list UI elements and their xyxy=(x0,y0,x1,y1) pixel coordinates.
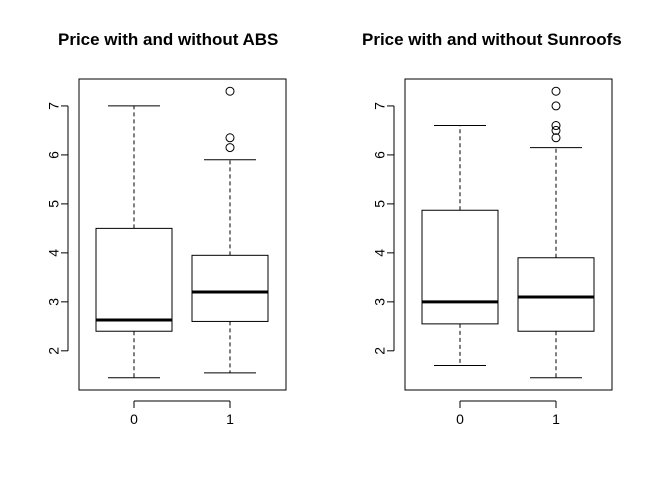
abs-box-1-outlier-0 xyxy=(225,143,235,153)
sunroofs-x-tick-label-1: 1 xyxy=(552,411,560,427)
abs-y-tick-label-2: 2 xyxy=(46,347,62,355)
abs-y-tick-label-3: 3 xyxy=(46,298,62,306)
sunroofs-plot-frame xyxy=(404,78,613,391)
sunroofs-y-tick-label-6: 6 xyxy=(372,151,388,159)
sunroofs-y-tick-label-3: 3 xyxy=(372,298,388,306)
abs-y-tick-label-4: 4 xyxy=(46,249,62,257)
sunroofs-box-1-outlier-2 xyxy=(551,121,561,131)
sunroofs-box-1-iqr xyxy=(517,257,595,332)
chart-title-sunroofs: Price with and without Sunroofs xyxy=(362,30,622,49)
abs-x-tick-label-0: 0 xyxy=(130,411,138,427)
sunroofs-box-1-outlier-0 xyxy=(551,133,561,143)
abs-box-1-outlier-1 xyxy=(225,133,235,143)
abs-y-tick-label-6: 6 xyxy=(46,151,62,159)
abs-x-tick-label-1: 1 xyxy=(226,411,234,427)
sunroofs-box-1-outlier-1 xyxy=(551,125,561,135)
abs-box-1-outlier-2 xyxy=(225,86,235,96)
sunroofs-box-1-outlier-3 xyxy=(551,101,561,111)
abs-box-0-iqr xyxy=(95,227,173,332)
sunroofs-x-tick-label-0: 0 xyxy=(456,411,464,427)
sunroofs-y-tick-label-2: 2 xyxy=(372,347,388,355)
abs-y-tick-label-5: 5 xyxy=(46,200,62,208)
sunroofs-y-tick-label-5: 5 xyxy=(372,200,388,208)
abs-box-1-iqr xyxy=(191,254,269,322)
chart-title-abs: Price with and without ABS xyxy=(58,30,279,49)
abs-y-tick-label-7: 7 xyxy=(46,102,62,110)
sunroofs-box-1-outlier-4 xyxy=(551,86,561,96)
sunroofs-y-tick-label-4: 4 xyxy=(372,249,388,257)
sunroofs-y-tick-label-7: 7 xyxy=(372,102,388,110)
sunroofs-box-0-iqr xyxy=(421,209,499,325)
abs-plot-frame xyxy=(78,78,287,391)
